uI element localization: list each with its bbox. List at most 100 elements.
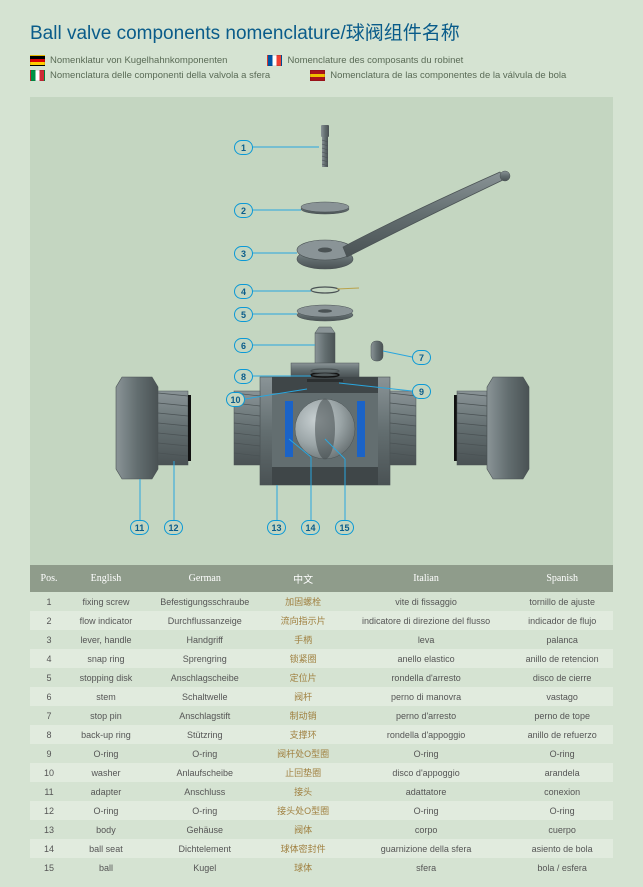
cell: 加固螺栓: [266, 592, 341, 611]
cell: O-ring: [68, 744, 144, 763]
cell: Befestigungsschraube: [144, 592, 266, 611]
legend-de-text: Nomenklatur von Kugelhahnkomponenten: [50, 55, 227, 66]
legend-it-text: Nomenclatura delle componenti della valv…: [50, 70, 270, 81]
cell: 8: [30, 725, 68, 744]
cell: indicador de flujo: [511, 611, 613, 630]
table-row: 11adapterAnschluss接头adattatoreconexion: [30, 782, 613, 801]
table-row: 5stopping diskAnschlagscheibe定位片rondella…: [30, 668, 613, 687]
cell: Anschluss: [144, 782, 266, 801]
callout-14: 14: [301, 520, 320, 535]
cell: stopping disk: [68, 668, 144, 687]
cell: perno d'arresto: [341, 706, 512, 725]
table-row: 12O-ringO-ring接头处O型圈O-ringO-ring: [30, 801, 613, 820]
cell: O-ring: [341, 801, 512, 820]
flag-de-icon: [30, 55, 45, 66]
cell: 手柄: [266, 630, 341, 649]
cell: O-ring: [68, 801, 144, 820]
cell: O-ring: [511, 744, 613, 763]
cell: O-ring: [144, 801, 266, 820]
cell: Anschlagstift: [144, 706, 266, 725]
col-1: English: [68, 565, 144, 592]
table-row: 1fixing screwBefestigungsschraube加固螺栓vit…: [30, 592, 613, 611]
flag-it-icon: [30, 70, 45, 81]
cell: anillo de retencion: [511, 649, 613, 668]
cell: bola / esfera: [511, 858, 613, 877]
cell: 13: [30, 820, 68, 839]
cell: ball seat: [68, 839, 144, 858]
cell: 球体密封件: [266, 839, 341, 858]
cell: perno di manovra: [341, 687, 512, 706]
exploded-view-diagram: 123456789101112131415: [30, 97, 613, 565]
table-body: 1fixing screwBefestigungsschraube加固螺栓vit…: [30, 592, 613, 877]
cell: Gehäuse: [144, 820, 266, 839]
cell: lever, handle: [68, 630, 144, 649]
cell: tornillo de ajuste: [511, 592, 613, 611]
language-legend: Nomenklatur von Kugelhahnkomponenten Nom…: [30, 55, 613, 85]
cell: ball: [68, 858, 144, 877]
cell: 5: [30, 668, 68, 687]
cell: 11: [30, 782, 68, 801]
callout-2: 2: [234, 203, 253, 218]
table-row: 6stemSchaltwelle阀杆perno di manovravastag…: [30, 687, 613, 706]
cell: Sprengring: [144, 649, 266, 668]
col-2: German: [144, 565, 266, 592]
cell: 支撑环: [266, 725, 341, 744]
cell: 制动销: [266, 706, 341, 725]
legend-es-text: Nomenclatura de las componentes de la vá…: [330, 70, 566, 81]
cell: fixing screw: [68, 592, 144, 611]
flag-es-icon: [310, 70, 325, 81]
cell: rondella d'arresto: [341, 668, 512, 687]
col-0: Pos.: [30, 565, 68, 592]
table-row: 4snap ringSprengring锁紧圈anello elasticoan…: [30, 649, 613, 668]
cell: O-ring: [511, 801, 613, 820]
callout-8: 8: [234, 369, 253, 384]
legend-fr-text: Nomenclature des composants du robinet: [287, 55, 463, 66]
parts-table: Pos.EnglishGerman中文ItalianSpanish 1fixin…: [30, 565, 613, 877]
callout-1: 1: [234, 140, 253, 155]
callout-9: 9: [412, 384, 431, 399]
legend-es: Nomenclatura de las componentes de la vá…: [310, 70, 566, 81]
legend-it: Nomenclatura delle componenti della valv…: [30, 70, 270, 81]
cell: vastago: [511, 687, 613, 706]
cell: 4: [30, 649, 68, 668]
cell: 10: [30, 763, 68, 782]
cell: leva: [341, 630, 512, 649]
table-row: 15ballKugel球体sferabola / esfera: [30, 858, 613, 877]
cell: back-up ring: [68, 725, 144, 744]
cell: palanca: [511, 630, 613, 649]
cell: 9: [30, 744, 68, 763]
table-row: 3lever, handleHandgriff手柄levapalanca: [30, 630, 613, 649]
cell: 阀杆处O型圈: [266, 744, 341, 763]
cell: 定位片: [266, 668, 341, 687]
table-row: 9O-ringO-ring阀杆处O型圈O-ringO-ring: [30, 744, 613, 763]
callout-10: 10: [226, 392, 245, 407]
cell: conexion: [511, 782, 613, 801]
col-3: 中文: [266, 565, 341, 592]
col-5: Spanish: [511, 565, 613, 592]
cell: 6: [30, 687, 68, 706]
table-row: 2flow indicatorDurchflussanzeige流向指示片ind…: [30, 611, 613, 630]
cell: adattatore: [341, 782, 512, 801]
legend-de: Nomenklatur von Kugelhahnkomponenten: [30, 55, 227, 66]
cell: anillo de refuerzo: [511, 725, 613, 744]
callout-12: 12: [164, 520, 183, 535]
cell: Kugel: [144, 858, 266, 877]
cell: Anlaufscheibe: [144, 763, 266, 782]
callout-6: 6: [234, 338, 253, 353]
col-4: Italian: [341, 565, 512, 592]
cell: O-ring: [341, 744, 512, 763]
table-row: 14ball seatDichtelement球体密封件guarnizione …: [30, 839, 613, 858]
legend-fr: Nomenclature des composants du robinet: [267, 55, 463, 66]
callout-7: 7: [412, 350, 431, 365]
callout-11: 11: [130, 520, 149, 535]
cell: 15: [30, 858, 68, 877]
cell: 锁紧圈: [266, 649, 341, 668]
cell: adapter: [68, 782, 144, 801]
cell: Dichtelement: [144, 839, 266, 858]
cell: stop pin: [68, 706, 144, 725]
callout-13: 13: [267, 520, 286, 535]
cell: body: [68, 820, 144, 839]
cell: rondella d'appoggio: [341, 725, 512, 744]
table-row: 13bodyGehäuse阀体corpocuerpo: [30, 820, 613, 839]
cell: vite di fissaggio: [341, 592, 512, 611]
